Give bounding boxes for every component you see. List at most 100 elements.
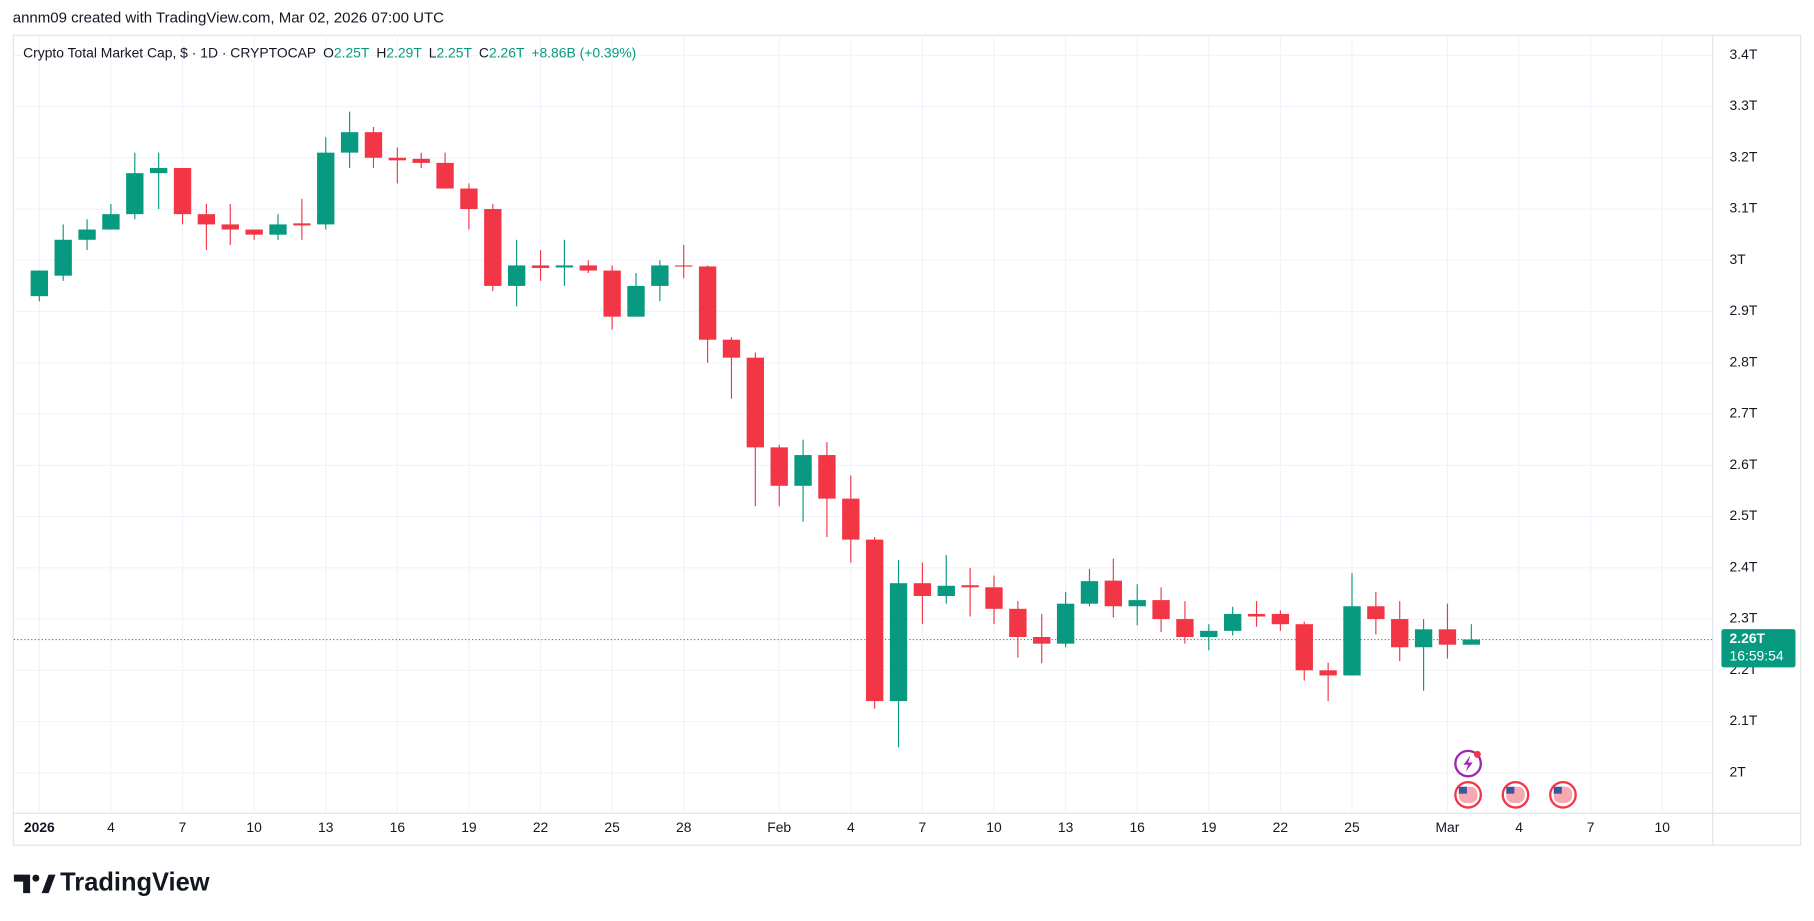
price-tag-label: 2.26T: [1730, 630, 1766, 646]
candle-body: [245, 229, 263, 235]
x-tick-label: 10: [1655, 819, 1671, 835]
candle-body: [102, 214, 120, 230]
candle-body: [388, 157, 407, 161]
candle-body: [1438, 629, 1457, 645]
candle-body: [197, 214, 216, 225]
candle-body: [1056, 603, 1075, 644]
legend-label: C: [479, 44, 489, 60]
candle-body: [865, 539, 884, 702]
candle-body: [507, 265, 526, 286]
candle-body: [1271, 613, 1290, 625]
candle-body: [698, 266, 717, 340]
candle-body: [746, 357, 765, 448]
candle-body: [842, 498, 860, 540]
candle-body: [1176, 619, 1194, 638]
candle-body: [149, 168, 168, 174]
event-icon[interactable]: [1501, 780, 1530, 809]
y-tick-label: 2.7T: [1730, 405, 1758, 421]
candle-body: [412, 158, 430, 163]
candle-body: [985, 587, 1003, 609]
event-dot: [1473, 750, 1481, 758]
candle-body: [889, 583, 908, 702]
x-tick-label: 2026: [24, 819, 55, 835]
candle-body: [1462, 639, 1481, 645]
x-tick-label: 22: [1273, 819, 1289, 835]
logo: TradingView: [13, 869, 210, 897]
event-icon[interactable]: [1454, 780, 1482, 809]
candle-body: [364, 132, 383, 158]
x-tick-label: 7: [1587, 819, 1595, 835]
attribution: annm09 created with TradingView.com, Mar…: [13, 10, 444, 27]
candle-body: [1033, 637, 1051, 644]
candle-body: [1009, 608, 1027, 638]
candle-body: [1367, 606, 1385, 620]
candle-body: [555, 265, 574, 268]
logo-mark: [13, 874, 56, 894]
legend-value: 2.26T: [489, 44, 525, 60]
y-tick-label: 2.6T: [1730, 456, 1758, 472]
x-tick-label: 10: [986, 819, 1002, 835]
x-tick-label: 25: [1344, 819, 1360, 835]
countdown: 16:59:54: [1730, 648, 1784, 664]
x-tick-label: 4: [847, 819, 855, 835]
y-tick-label: 3.2T: [1730, 148, 1758, 164]
axes: 2T2.1T2.2T2.3T2.4T2.5T2.6T2.7T2.8T2.9T3T…: [24, 46, 1796, 835]
candle-body: [603, 270, 621, 317]
candle-body: [675, 265, 693, 267]
legend-value: 2.25T: [334, 44, 370, 60]
symbol-title: Crypto Total Market Cap, $ · 1D · CRYPTO…: [23, 44, 316, 60]
candle-body: [126, 173, 144, 215]
candle-body: [436, 162, 454, 189]
y-tick-label: 3.1T: [1730, 200, 1758, 216]
price-tag: [1721, 629, 1796, 668]
candle-body: [221, 224, 239, 230]
legend-label: O: [323, 44, 334, 60]
x-tick-label: 19: [461, 819, 477, 835]
candle-body: [722, 339, 741, 358]
y-tick-label: 2.8T: [1730, 353, 1758, 369]
candle-body: [317, 152, 335, 225]
candle-body: [531, 265, 550, 268]
legend-label: H: [376, 44, 386, 60]
event-icon[interactable]: [1549, 780, 1577, 809]
candle-body: [913, 583, 932, 597]
x-tick-label: 4: [107, 819, 115, 835]
candle-body: [269, 224, 287, 235]
grid: [13, 34, 1713, 814]
y-tick-label: 3.3T: [1730, 97, 1758, 113]
x-tick-label: Mar: [1436, 819, 1460, 835]
y-tick-label: 2T: [1730, 764, 1747, 780]
y-tick-label: 3T: [1730, 251, 1747, 267]
x-tick-label: 25: [604, 819, 620, 835]
y-tick-label: 2.3T: [1730, 610, 1758, 626]
candle-body: [460, 188, 478, 210]
candle-body: [173, 168, 192, 215]
candle-body: [818, 455, 836, 499]
logo-dot: [32, 874, 40, 882]
x-tick-label: 10: [246, 819, 262, 835]
candle-body: [1343, 606, 1361, 676]
event-icons: [1454, 749, 1577, 809]
candle-body: [1295, 624, 1313, 671]
candle-body: [1223, 613, 1242, 631]
y-tick-label: 2.1T: [1730, 712, 1758, 728]
event-glyph: [1463, 755, 1473, 772]
x-tick-label: 4: [1515, 819, 1523, 835]
candle-body: [293, 223, 311, 226]
candle-body: [651, 265, 669, 286]
candle-body: [484, 209, 502, 286]
candle-body: [961, 585, 979, 588]
x-tick-label: 16: [390, 819, 406, 835]
candles: [13, 111, 1713, 748]
legend: Crypto Total Market Cap, $ · 1D · CRYPTO…: [23, 44, 636, 60]
x-tick-label: 28: [676, 819, 692, 835]
x-tick-label: 22: [533, 819, 549, 835]
x-tick-label: 19: [1201, 819, 1217, 835]
x-tick-label: 13: [318, 819, 334, 835]
y-tick-label: 2.5T: [1730, 507, 1758, 523]
candle-body: [770, 447, 788, 486]
candle-body: [1247, 613, 1266, 617]
